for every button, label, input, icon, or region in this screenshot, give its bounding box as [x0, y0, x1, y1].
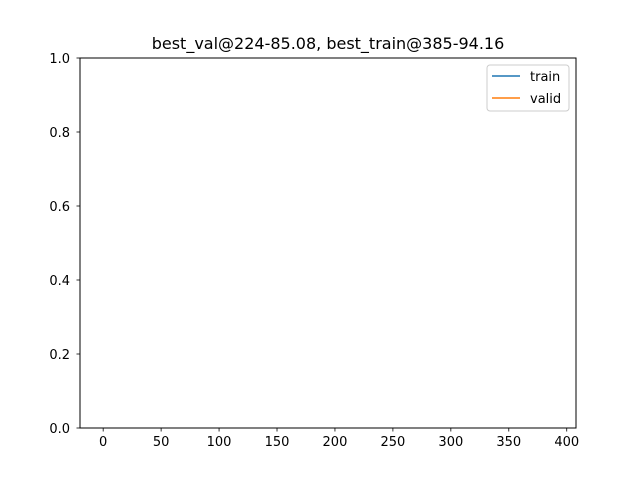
y-tick-label: 0.2	[49, 348, 70, 363]
chart-title: best_val@224-85.08, best_train@385-94.16	[152, 34, 505, 54]
y-tick-label: 0.8	[49, 126, 70, 141]
y-axis: 0.0 0.2 0.4 0.6 0.8 1.0	[49, 52, 80, 437]
x-tick-label: 0	[99, 435, 107, 450]
x-tick-label: 350	[496, 435, 521, 450]
legend-label-train: train	[530, 70, 560, 85]
x-tick-label: 50	[153, 435, 170, 450]
y-tick-label: 1.0	[49, 52, 70, 67]
legend: train valid	[486, 64, 570, 112]
x-tick-label: 100	[207, 435, 232, 450]
x-tick-label: 200	[323, 435, 348, 450]
x-axis: 0 50 100 150 200 250 300 350 400	[99, 428, 579, 450]
x-tick-label: 400	[554, 435, 579, 450]
plot-frame	[79, 57, 577, 429]
x-tick-label: 300	[438, 435, 463, 450]
x-tick-label: 250	[380, 435, 405, 450]
y-tick-label: 0.6	[49, 200, 70, 215]
y-tick-label: 0.4	[49, 274, 70, 289]
x-tick-label: 150	[265, 435, 290, 450]
y-tick-label: 0.0	[49, 422, 70, 437]
legend-label-valid: valid	[530, 92, 561, 107]
